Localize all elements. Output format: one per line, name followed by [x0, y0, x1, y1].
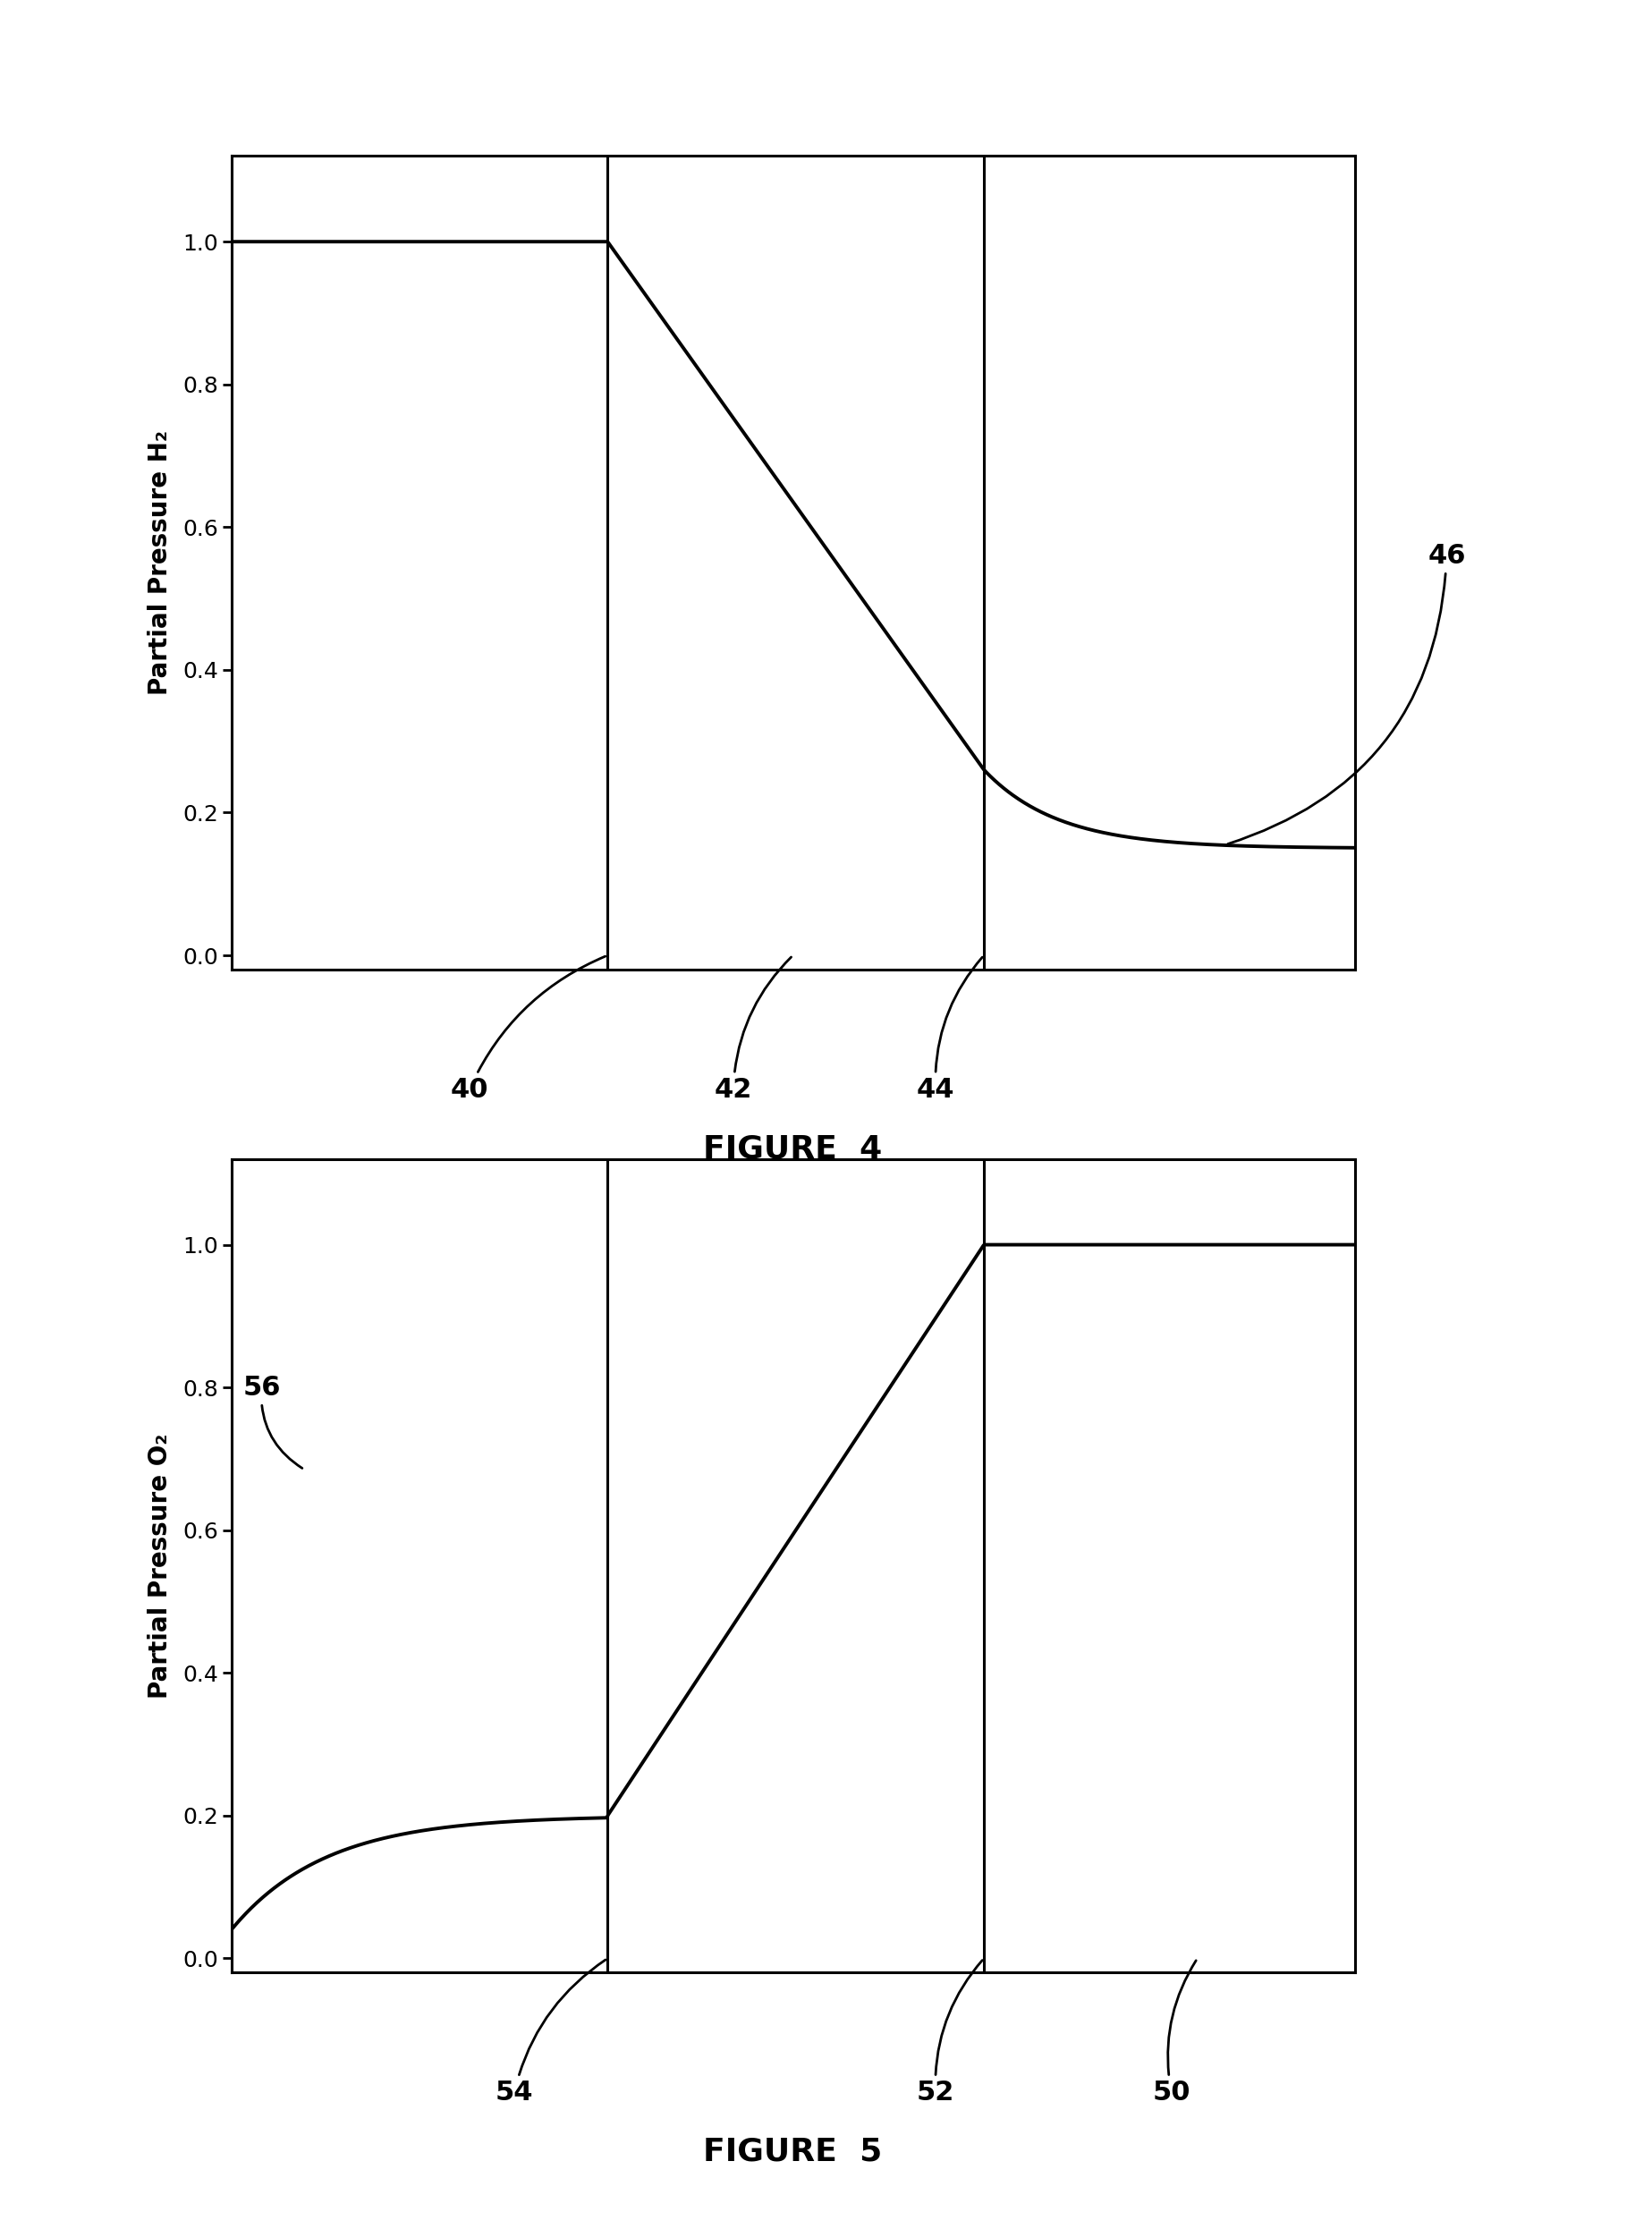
Text: 46: 46 [1227, 542, 1465, 845]
Text: FIGURE  4: FIGURE 4 [704, 1132, 882, 1164]
Text: 50: 50 [1153, 1962, 1196, 2106]
Text: 40: 40 [451, 956, 605, 1103]
Text: 44: 44 [917, 956, 983, 1103]
Text: 54: 54 [496, 1959, 606, 2106]
Text: 52: 52 [917, 1959, 983, 2106]
Y-axis label: Partial Pressure H₂: Partial Pressure H₂ [147, 430, 172, 695]
Y-axis label: Partial Pressure O₂: Partial Pressure O₂ [147, 1433, 172, 1698]
Text: FIGURE  5: FIGURE 5 [704, 2135, 882, 2167]
Text: 42: 42 [714, 956, 791, 1103]
Text: 56: 56 [243, 1375, 302, 1469]
